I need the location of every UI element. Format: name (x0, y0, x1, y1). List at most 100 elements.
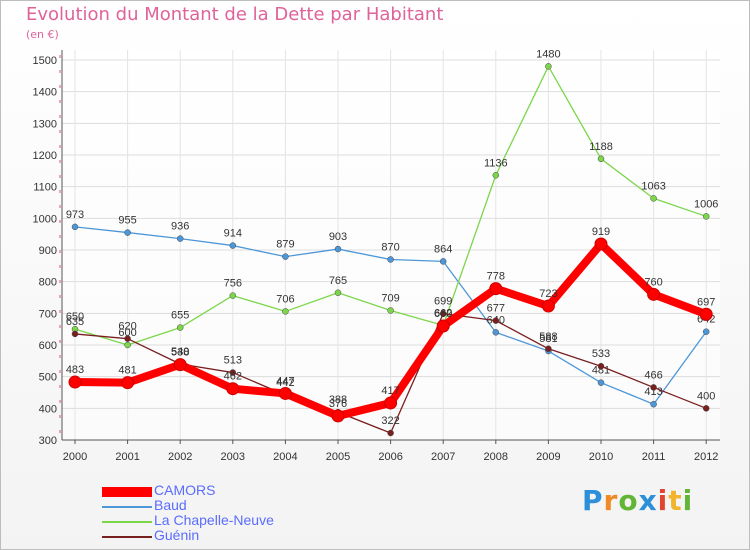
data-point (384, 396, 398, 410)
y-tick-label: 600 (39, 340, 57, 352)
data-label: 677 (487, 303, 505, 315)
y-tick-label: 900 (39, 245, 57, 257)
data-label: 1006 (694, 198, 718, 210)
data-point (173, 358, 187, 372)
data-point (229, 369, 237, 376)
proxiti-logo: Proxiti (582, 484, 693, 517)
logo-letter: i (657, 484, 669, 517)
y-tick-label: 500 (39, 372, 57, 384)
logo-letter: t (668, 484, 683, 517)
data-label: 540 (171, 346, 189, 358)
data-point (597, 362, 605, 370)
data-point (387, 429, 394, 437)
data-point (492, 172, 500, 179)
data-point (597, 379, 605, 386)
x-tick-label: 2006 (378, 451, 402, 463)
data-label: 620 (118, 321, 136, 333)
x-tick-label: 2001 (115, 451, 139, 463)
data-label: 513 (224, 355, 242, 367)
data-label: 400 (697, 390, 715, 402)
data-label: 322 (381, 415, 399, 427)
y-tick-label: 1100 (33, 182, 57, 194)
data-label: 756 (224, 278, 242, 290)
y-tick-label: 700 (39, 308, 57, 320)
data-point (650, 195, 657, 202)
data-label: 655 (171, 310, 189, 322)
legend-swatch (102, 487, 152, 497)
data-label: 466 (644, 369, 662, 381)
data-point (278, 386, 292, 400)
legend-swatch (102, 521, 152, 523)
data-point (702, 328, 710, 335)
data-label: 765 (329, 275, 347, 287)
x-tick-label: 2008 (484, 451, 508, 463)
data-label: 955 (118, 215, 136, 227)
data-point (597, 155, 605, 163)
data-point (387, 307, 394, 314)
data-point (492, 329, 500, 336)
data-point (282, 253, 289, 260)
data-point (492, 317, 500, 324)
data-label: 417 (381, 385, 399, 397)
data-point (331, 409, 345, 423)
y-tick-label: 1200 (33, 150, 57, 162)
data-label: 864 (434, 243, 452, 255)
data-label: 760 (644, 276, 662, 288)
y-tick-label: 400 (39, 403, 57, 415)
data-label: 442 (276, 377, 294, 389)
y-tick-label: 800 (39, 277, 57, 289)
data-label: 936 (171, 221, 189, 233)
data-point (124, 341, 131, 349)
data-label: 1063 (641, 180, 665, 192)
data-label: 973 (66, 209, 84, 221)
data-label: 533 (592, 348, 610, 360)
data-label: 483 (66, 364, 84, 376)
data-point (71, 330, 79, 338)
data-label: 650 (66, 311, 84, 323)
data-label: 447 (276, 375, 294, 387)
data-point (647, 287, 661, 301)
legend-label: CAMORS (154, 482, 216, 498)
data-label: 388 (329, 394, 347, 406)
x-tick-label: 2004 (273, 451, 297, 463)
data-label: 1480 (536, 48, 560, 60)
data-label: 723 (539, 288, 557, 300)
data-label: 660 (434, 308, 452, 320)
data-point (545, 345, 552, 353)
legend-label: Guénin (154, 527, 200, 543)
legend-label: La Chapelle-Neuve (154, 512, 274, 528)
chart-subtitle: (en €) (26, 28, 59, 41)
data-point (650, 400, 657, 408)
data-point (229, 242, 237, 249)
data-point (545, 63, 552, 70)
data-point (702, 213, 710, 220)
data-point (699, 307, 713, 321)
x-tick-label: 2012 (694, 451, 718, 463)
legend-swatch (102, 536, 152, 538)
logo-letter: i (682, 484, 694, 517)
data-label: 919 (592, 226, 610, 238)
data-point (121, 376, 135, 390)
x-tick-label: 2000 (63, 451, 87, 463)
data-point (71, 223, 79, 231)
data-point (176, 324, 184, 331)
x-tick-label: 2009 (536, 451, 560, 463)
logo-letter: o (618, 484, 639, 517)
data-point (650, 384, 657, 391)
legend-swatch (102, 506, 152, 508)
y-tick-label: 300 (39, 435, 57, 447)
data-point (387, 256, 394, 263)
data-point (489, 282, 503, 296)
data-label: 376 (329, 398, 347, 410)
data-label: 600 (118, 327, 136, 339)
data-label: 1136 (484, 157, 508, 169)
data-point (282, 308, 289, 315)
data-point (229, 292, 237, 299)
data-point (124, 335, 131, 342)
data-point (439, 258, 447, 265)
data-point (334, 289, 342, 296)
data-label: 706 (276, 293, 294, 305)
chart-title: Evolution du Montant de la Dette par Hab… (26, 4, 444, 25)
data-label: 914 (224, 228, 242, 240)
